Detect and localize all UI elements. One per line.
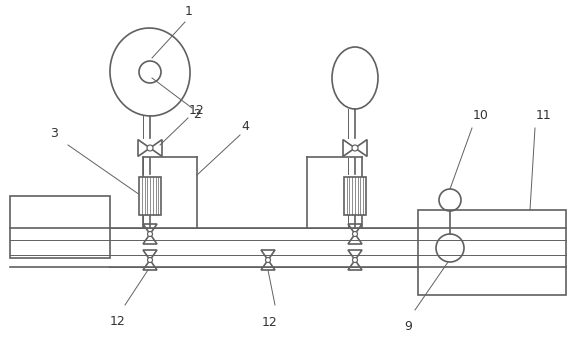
- Bar: [344, 177, 366, 215]
- Text: 12: 12: [189, 104, 205, 117]
- Text: 3: 3: [50, 127, 58, 140]
- Circle shape: [148, 258, 152, 262]
- Circle shape: [353, 258, 357, 262]
- Circle shape: [352, 145, 358, 151]
- Circle shape: [353, 232, 357, 237]
- Bar: [418, 210, 566, 295]
- Circle shape: [266, 258, 270, 262]
- Text: 12: 12: [262, 316, 278, 329]
- Circle shape: [148, 232, 152, 237]
- Circle shape: [147, 145, 153, 151]
- Text: 4: 4: [241, 120, 249, 133]
- Bar: [10, 196, 110, 258]
- Text: 12: 12: [110, 315, 126, 328]
- Text: 2: 2: [193, 108, 201, 121]
- Text: 10: 10: [473, 109, 489, 122]
- Bar: [139, 177, 161, 215]
- Text: 11: 11: [536, 109, 552, 122]
- Text: 9: 9: [404, 320, 412, 333]
- Text: 1: 1: [185, 5, 193, 18]
